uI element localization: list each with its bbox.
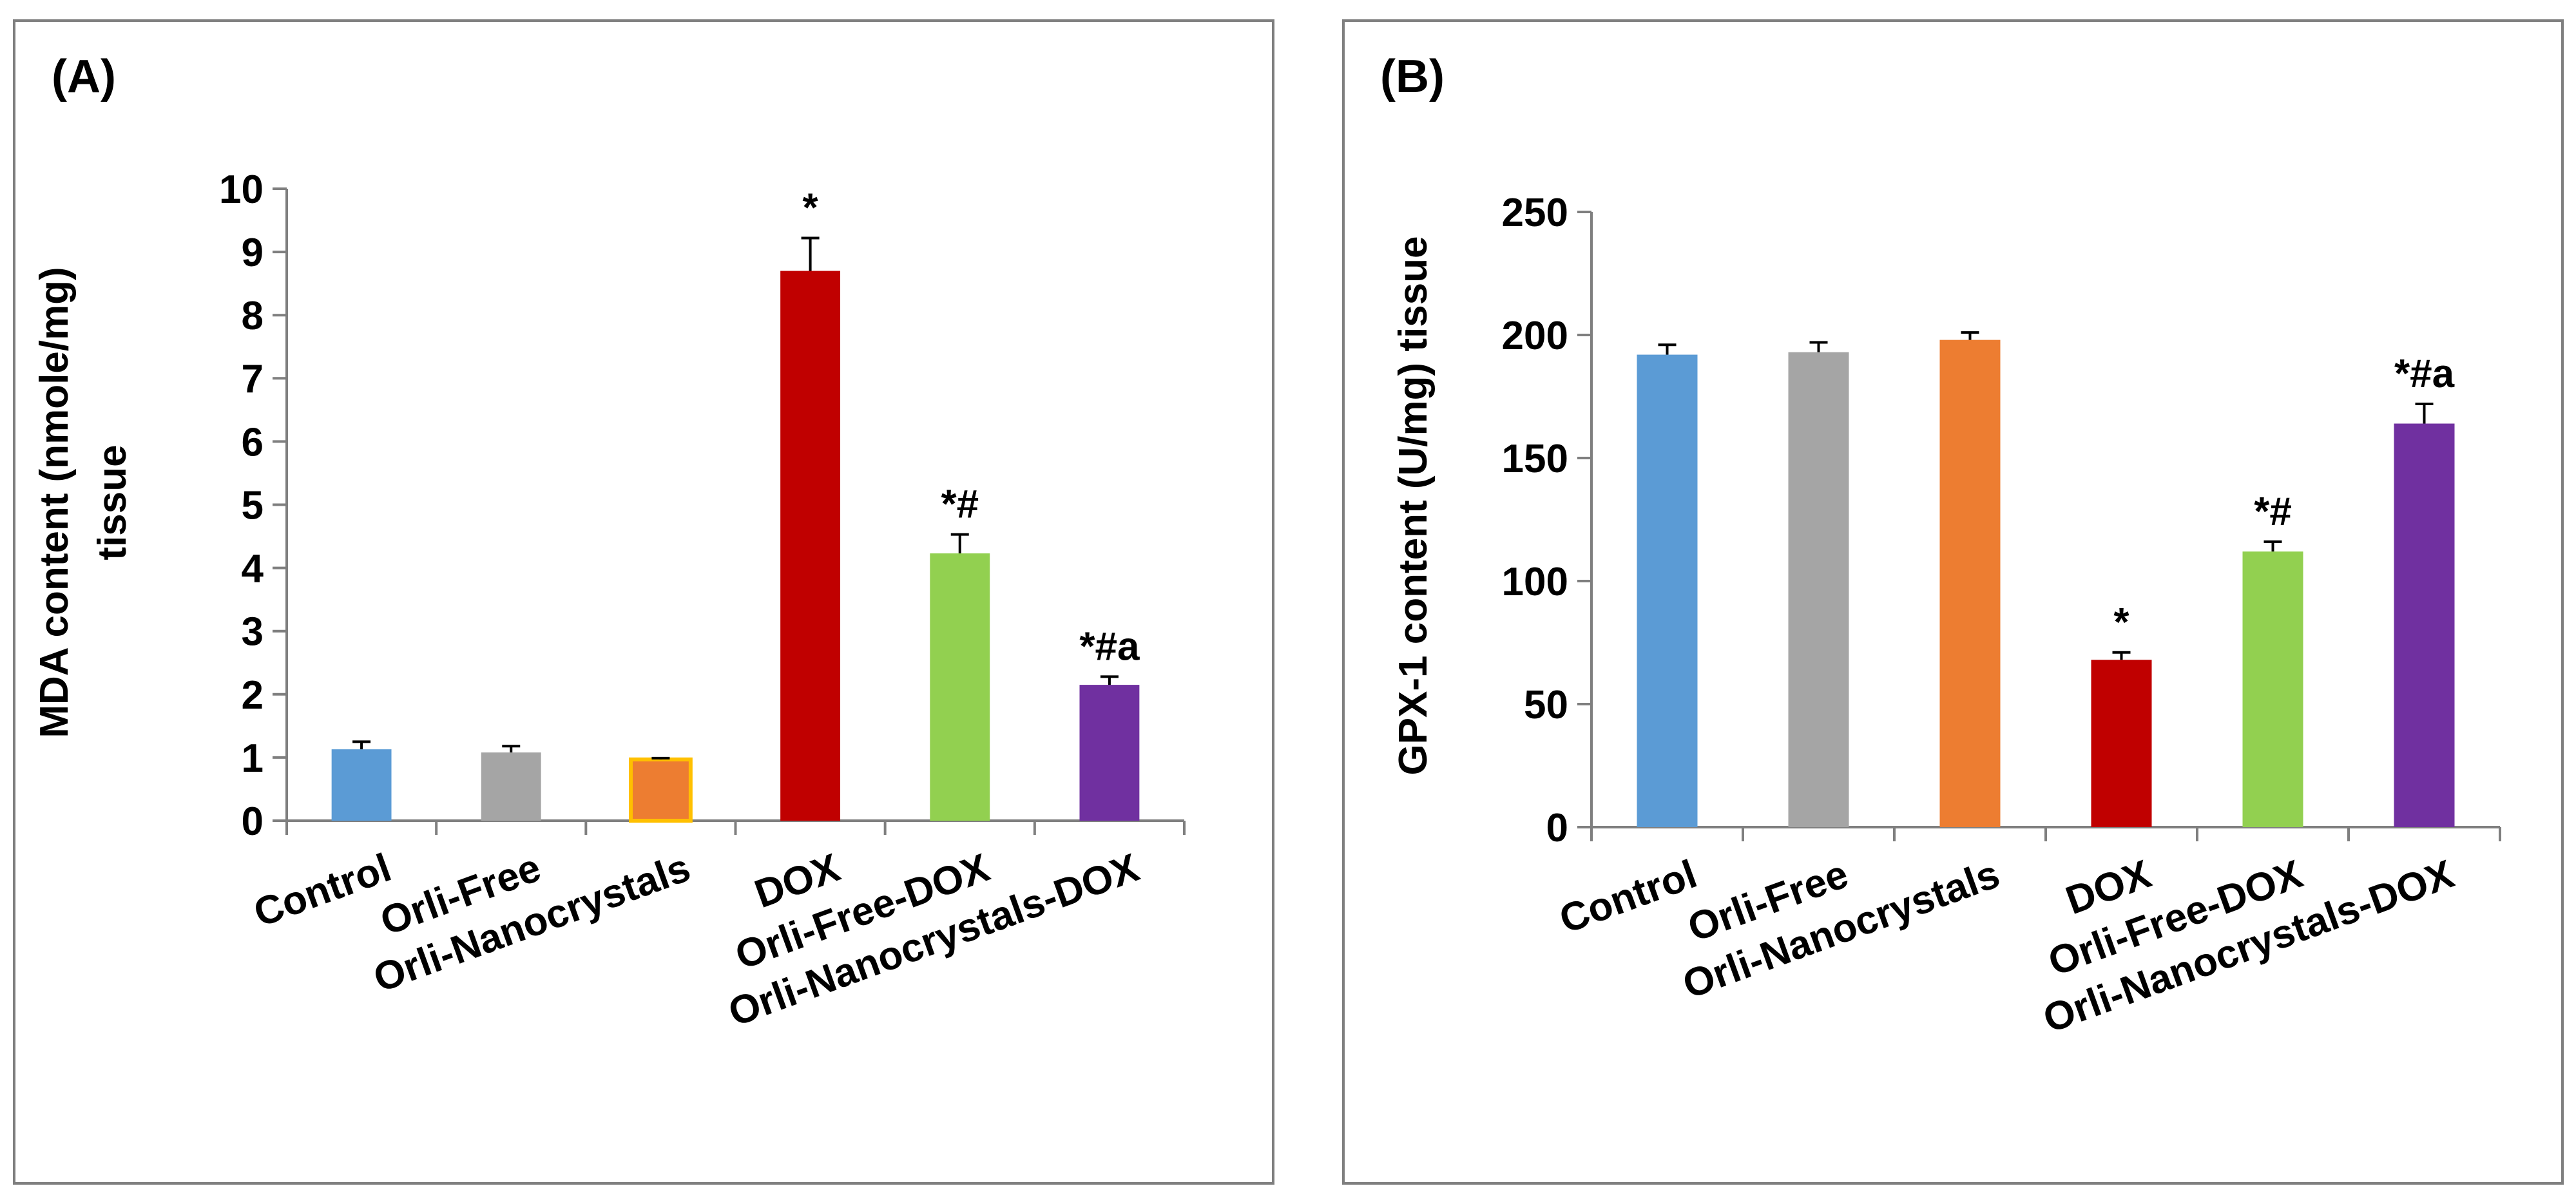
panel-a-bar-4 (780, 271, 841, 821)
panel-a-significance-4: * (803, 186, 819, 231)
panel-b-bar-2 (1788, 352, 1849, 827)
panel-a-y-tick-label: 7 (242, 357, 264, 401)
panel-a-y-tick-label: 9 (242, 231, 264, 275)
panel-b-bar-4 (2091, 660, 2152, 827)
panel-a-y-tick-label: 10 (219, 167, 264, 212)
panel-a-frame (13, 19, 1274, 1185)
panel-a-y-tick-label: 8 (242, 294, 264, 338)
panel-b-y-tick-label: 100 (1502, 560, 1568, 604)
panel-a-y-axis-label: MDA content (nmole/mg) (32, 267, 77, 738)
panel-b-bar-3 (1939, 339, 2001, 827)
panel-a-y-tick-label: 4 (242, 547, 264, 591)
panel-b-y-tick-label: 200 (1502, 314, 1568, 358)
panel-a-significance-6: *#a (1079, 624, 1140, 669)
panel-b-y-tick-label: 50 (1524, 683, 1568, 727)
panel-a-y-tick-label: 2 (242, 673, 264, 718)
panel-a-significance-5: *# (941, 483, 979, 527)
panel-b-bar-1 (1637, 354, 1698, 827)
panel-a-bar-6 (1079, 685, 1140, 821)
panel-b-significance-4: * (2113, 600, 2129, 645)
panel-a-y-tick-label: 5 (242, 484, 264, 528)
panel-b-bar-6 (2394, 423, 2455, 827)
panel-b-bar-5 (2242, 551, 2303, 827)
panel-b-y-tick-label: 0 (1546, 806, 1568, 850)
panel-a-bar-3 (628, 757, 693, 823)
panel-a-y-axis-label: tissue (90, 444, 135, 560)
panel-b-y-axis-label: GPX-1 content (U/mg) tissue (1391, 236, 1436, 775)
panel-a-label: (A) (52, 51, 116, 102)
panel-a-y-tick-label: 3 (242, 610, 264, 655)
panel-a-y-tick-label: 6 (242, 420, 264, 464)
panel-b-significance-5: *# (2254, 490, 2292, 534)
panel-a-bar-1 (331, 749, 392, 821)
panel-b-label: (B) (1380, 51, 1445, 102)
panel-a-y-tick-label: 1 (242, 736, 264, 781)
panel-a-bar-5 (930, 553, 990, 821)
panel-b-y-tick-label: 150 (1502, 437, 1568, 481)
panel-a-y-tick-label: 0 (242, 799, 264, 844)
panel-b-significance-6: *#a (2394, 352, 2455, 396)
panel-b-y-tick-label: 250 (1502, 191, 1568, 235)
panel-a-bar-2 (481, 752, 541, 821)
